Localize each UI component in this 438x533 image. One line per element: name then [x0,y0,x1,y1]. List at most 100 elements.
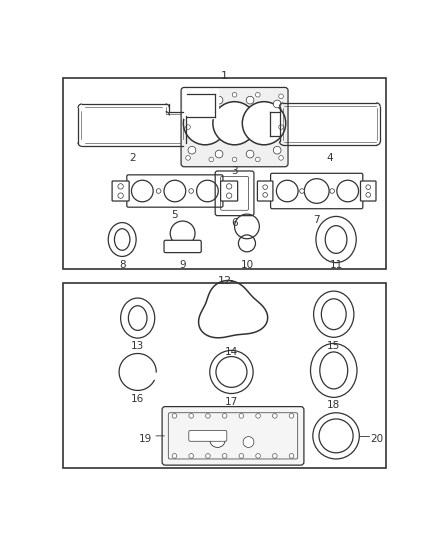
Text: 3: 3 [231,166,238,176]
Circle shape [279,125,283,130]
Circle shape [223,414,227,418]
Circle shape [276,180,298,202]
Bar [183,89,218,118]
Text: 6: 6 [231,218,238,228]
Circle shape [209,157,214,161]
Text: 14: 14 [225,348,238,357]
Circle shape [186,94,191,99]
Circle shape [209,92,214,97]
Circle shape [184,102,227,145]
FancyBboxPatch shape [162,407,304,465]
FancyBboxPatch shape [271,173,363,209]
FancyBboxPatch shape [164,240,201,253]
Text: 1: 1 [221,71,228,81]
Ellipse shape [320,352,348,389]
Circle shape [216,357,247,387]
Circle shape [210,350,253,393]
Text: 18: 18 [327,400,340,410]
FancyBboxPatch shape [221,181,238,201]
Circle shape [118,184,124,189]
Circle shape [197,180,218,202]
Circle shape [246,150,254,158]
Circle shape [304,179,329,203]
Circle shape [242,102,286,145]
Text: 17: 17 [225,397,238,407]
Text: 9: 9 [179,260,186,270]
Text: 7: 7 [313,215,320,225]
Circle shape [263,192,268,197]
Circle shape [330,189,335,193]
Circle shape [172,454,177,458]
Circle shape [313,413,359,459]
Circle shape [213,102,256,145]
Circle shape [172,414,177,418]
Circle shape [243,437,254,447]
Text: 4: 4 [327,154,333,163]
Circle shape [223,454,227,458]
Text: 8: 8 [119,260,126,270]
Circle shape [188,100,196,108]
Circle shape [239,414,244,418]
Circle shape [337,180,359,202]
FancyBboxPatch shape [112,181,129,201]
Circle shape [273,147,281,154]
Ellipse shape [120,298,155,338]
Circle shape [289,454,294,458]
Ellipse shape [314,291,354,337]
Circle shape [246,96,254,104]
Circle shape [256,414,261,418]
Circle shape [210,432,225,447]
Circle shape [189,414,194,418]
Circle shape [366,185,371,189]
Circle shape [279,156,283,160]
Text: 10: 10 [240,260,254,270]
Circle shape [289,414,294,418]
Circle shape [255,157,260,161]
Ellipse shape [311,343,357,398]
Circle shape [239,454,244,458]
Text: 19: 19 [138,434,152,444]
Circle shape [186,156,191,160]
FancyBboxPatch shape [189,431,227,441]
Circle shape [188,147,196,154]
Text: 13: 13 [131,341,144,351]
Circle shape [232,157,237,161]
Circle shape [205,414,210,418]
Circle shape [215,96,223,104]
Bar [63,78,386,269]
Circle shape [319,419,353,453]
Circle shape [226,193,232,198]
Circle shape [272,454,277,458]
FancyBboxPatch shape [181,87,288,167]
Text: 2: 2 [129,154,136,163]
Circle shape [263,185,268,189]
Circle shape [279,94,283,99]
Ellipse shape [316,216,356,263]
FancyBboxPatch shape [127,175,223,207]
Circle shape [156,189,161,193]
Circle shape [272,414,277,418]
Ellipse shape [128,306,147,330]
Circle shape [118,193,124,198]
Text: 20: 20 [370,434,383,444]
Circle shape [226,184,232,189]
Circle shape [189,189,194,193]
Text: 16: 16 [131,393,144,403]
Circle shape [255,92,260,97]
FancyBboxPatch shape [258,181,273,201]
Ellipse shape [321,299,346,329]
Circle shape [232,92,237,97]
Text: 15: 15 [327,341,340,351]
Circle shape [366,192,371,197]
Circle shape [131,180,153,202]
Ellipse shape [114,229,130,251]
Ellipse shape [325,225,347,253]
Text: 5: 5 [172,210,178,220]
Circle shape [300,189,304,193]
Text: 11: 11 [329,260,343,270]
Circle shape [205,454,210,458]
Circle shape [170,221,195,246]
Bar [63,284,386,468]
Circle shape [256,454,261,458]
Circle shape [186,125,191,130]
